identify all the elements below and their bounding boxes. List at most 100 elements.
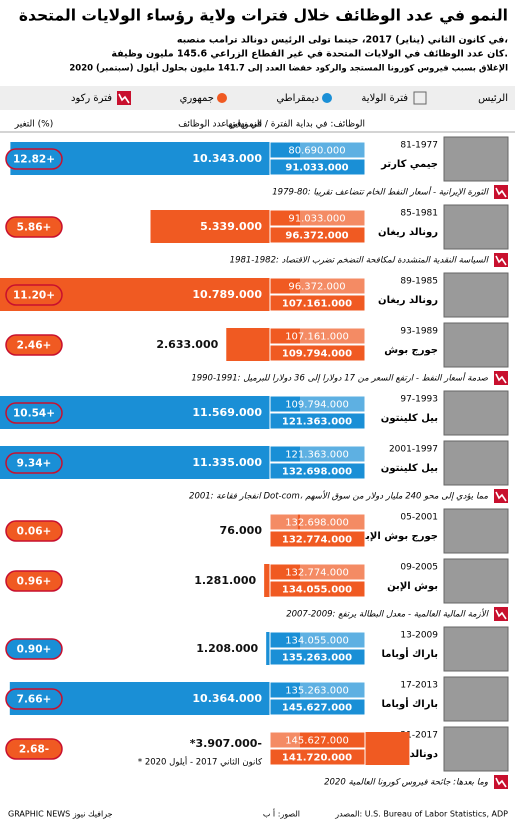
start-label: 107.161.000: [285, 332, 349, 343]
term: 93-1989: [400, 327, 438, 337]
president-photo: [443, 558, 509, 604]
change-label: 12.82+: [13, 154, 55, 166]
recession-icon-arrow: [495, 187, 507, 198]
subtitle: الإغلاق بسبب فيروس كورونا المستجد والركو…: [69, 62, 508, 74]
change-label: 5.86+: [17, 222, 52, 234]
start-box: [269, 681, 366, 699]
header-president: الرئيس: [478, 93, 508, 104]
change-label: 9.34+: [17, 458, 52, 470]
source: المصدر: U.S. Bureau of Labor Statistics,…: [334, 810, 508, 819]
value-label: 10.364.000: [192, 692, 262, 705]
header-change: التغير (%): [14, 120, 53, 130]
end-box: [269, 294, 366, 312]
start-box: [269, 327, 366, 345]
change-pill: [5, 216, 63, 238]
president-photo: [443, 390, 509, 436]
president-photo: [443, 676, 509, 722]
photo-credit: الصور: أ ب: [263, 809, 300, 819]
value-label: 11.569.000: [192, 406, 262, 419]
term: 89-1985: [400, 277, 438, 287]
term: 85-1981: [400, 209, 438, 219]
recession-note: 2001: انفجار فقاعة Dot-com، مما يؤدي إلى…: [189, 490, 488, 502]
recession-note: 2007-2009: الأزمة المالية العالمية - معد…: [286, 608, 489, 620]
end-box: [269, 158, 366, 176]
value-label: 10.789.000: [192, 288, 262, 301]
value-label: 76.000: [220, 524, 263, 537]
recession-note: 1990-1991: صدمة أسعار النفط - ارتفع السع…: [191, 372, 488, 384]
start-box: [269, 209, 366, 227]
end-box: [269, 462, 366, 480]
start-label: 132.698.000: [285, 518, 349, 529]
subtitle: كان عدد الوظائف في الولايات المتحدة في غ…: [111, 49, 508, 60]
end-box: [269, 344, 366, 362]
end-box: [269, 412, 366, 430]
recession-icon: [494, 185, 508, 199]
recession-icon: [494, 775, 508, 789]
recession-icon-arrow: [495, 373, 507, 384]
end-label: 96.372.000: [285, 231, 348, 242]
credit: GRAPHIC NEWS جرافيك نيوز: [8, 810, 113, 819]
term: 17-2013: [400, 681, 438, 691]
end-label: 135.263.000: [282, 653, 352, 664]
change-pill: [5, 402, 63, 424]
term-icon: [413, 91, 427, 105]
value-label: 11.335.000: [192, 456, 262, 469]
president-name: بيل كلينتون: [381, 413, 438, 424]
president-name: باراك أوباما: [382, 647, 438, 660]
president-photo: [443, 440, 509, 486]
change-label: 2.46+: [17, 340, 52, 352]
end-label: 134.055.000: [282, 585, 352, 596]
start-box: [269, 395, 366, 413]
end-label: 141.720.000: [282, 753, 352, 764]
recession-icon: [117, 91, 131, 105]
president-photo: [443, 322, 509, 368]
value-label: 5.339.000: [200, 220, 262, 233]
recession-icon-arrow: [495, 609, 507, 620]
legend-recession: فترة ركود: [71, 93, 112, 104]
value-label: 10.343.000: [192, 152, 262, 165]
change-label: 11.20+: [13, 290, 55, 302]
chart-title: النمو في عدد الوظائف خلال فترات ولاية رؤ…: [19, 7, 508, 26]
president-name: جورج بوش الإبن: [357, 531, 438, 542]
start-label: 132.774.000: [285, 568, 349, 579]
president-name: جيمي كارتر: [380, 159, 438, 170]
legend-swatch: [322, 93, 332, 103]
end-label: 91.033.000: [285, 163, 348, 174]
change-label: 2.68-: [19, 744, 49, 756]
president-name: بوش الإبن: [387, 581, 438, 592]
term: 13-2009: [400, 631, 438, 641]
president-name: رونالد ريغان: [378, 295, 438, 306]
header-start-end: الوظائف: في بداية الفترة / في نهايتها: [226, 120, 365, 130]
recession-icon-arrow: [495, 255, 507, 266]
change-label: 0.90+: [17, 644, 52, 656]
footnote: * كانون الثاني 2017 - أيلول 2020: [138, 756, 263, 768]
change-pill: [5, 688, 63, 710]
end-label: 109.794.000: [282, 349, 352, 360]
recession-note: 2020 وما بعدها: جائحة فيروس كورونا العال…: [324, 778, 488, 788]
president-name: رونالد ريغان: [378, 227, 438, 238]
term: 2001-1997: [389, 445, 438, 455]
term: 97-1993: [400, 395, 438, 405]
start-box: [269, 445, 366, 463]
change-label: 0.06+: [17, 526, 52, 538]
recession-note: 1979-80: الثورة الإيرانية - أسعار النفط …: [272, 186, 489, 198]
change-pill: [5, 570, 63, 592]
end-label: 145.627.000: [282, 703, 352, 714]
subtitle: في كانون الثاني (يناير) 2017، حينما تولى…: [177, 35, 509, 46]
start-label: 91.033.000: [288, 214, 345, 225]
legend-label: ديمقراطي: [276, 93, 319, 104]
change-pill: [5, 638, 63, 660]
end-box: [269, 530, 366, 548]
value-label: *3.907.000-: [190, 737, 262, 750]
legend-swatch: [217, 93, 227, 103]
start-box: [269, 277, 366, 295]
recession-icon-arrow: [495, 491, 507, 502]
change-label: 10.54+: [13, 408, 55, 420]
end-box: [269, 698, 366, 716]
term: 09-2005: [400, 563, 438, 573]
president-photo: [443, 626, 509, 672]
value-label: 1.281.000: [194, 574, 256, 587]
change-pill: [5, 738, 63, 760]
term: 81-1977: [400, 141, 438, 151]
